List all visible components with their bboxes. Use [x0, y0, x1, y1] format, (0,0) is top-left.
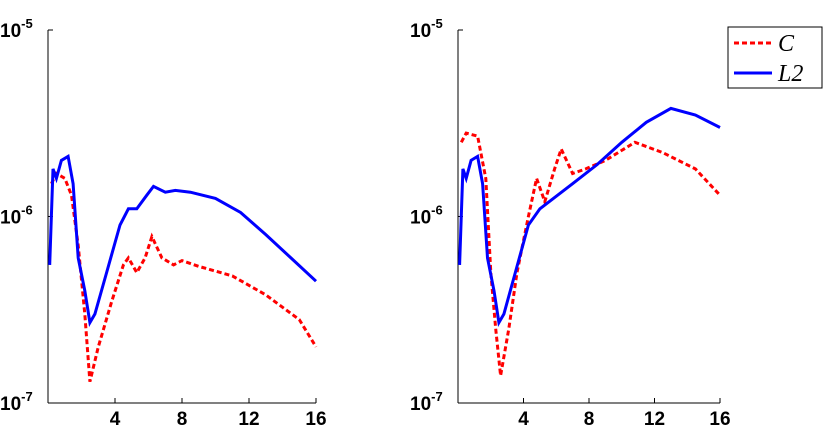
y-tick-exponent: -6: [431, 203, 443, 218]
x-tick-label: 12: [644, 409, 665, 430]
y-tick-exponent: -5: [431, 16, 443, 31]
series-line: [48, 154, 318, 327]
legend-box: [727, 26, 823, 89]
y-tick-base: 10: [410, 21, 431, 42]
y-tick-base: 10: [410, 208, 431, 229]
y-tick-exponent: -6: [21, 203, 33, 218]
legend-label: C: [778, 31, 795, 57]
x-tick-label: 16: [305, 409, 326, 430]
series-line: [458, 106, 721, 328]
y-tick-label: 10-6: [0, 203, 33, 229]
x-tick-label: 8: [584, 409, 595, 430]
y-tick-label: 10-7: [0, 389, 33, 415]
y-tick-exponent: -5: [21, 16, 33, 31]
y-tick-label: 10-7: [410, 389, 443, 415]
y-tick-base: 10: [0, 394, 21, 415]
y-tick-label: 10-5: [0, 16, 33, 42]
x-tick-label: 16: [709, 409, 730, 430]
x-tick-label: 8: [177, 409, 188, 430]
series-line: [50, 171, 318, 383]
y-tick-exponent: -7: [21, 389, 33, 404]
x-tick-label: 4: [518, 409, 529, 430]
y-tick-label: 10-6: [410, 203, 443, 229]
x-tick-label: 4: [110, 409, 121, 430]
y-tick-base: 10: [0, 208, 21, 229]
series-line: [459, 131, 722, 376]
y-tick-label: 10-5: [410, 16, 443, 42]
legend-label: L2: [777, 61, 803, 87]
y-tick-base: 10: [0, 21, 21, 42]
y-tick-base: 10: [410, 394, 431, 415]
x-tick-label: 12: [238, 409, 259, 430]
y-tick-exponent: -7: [431, 389, 443, 404]
